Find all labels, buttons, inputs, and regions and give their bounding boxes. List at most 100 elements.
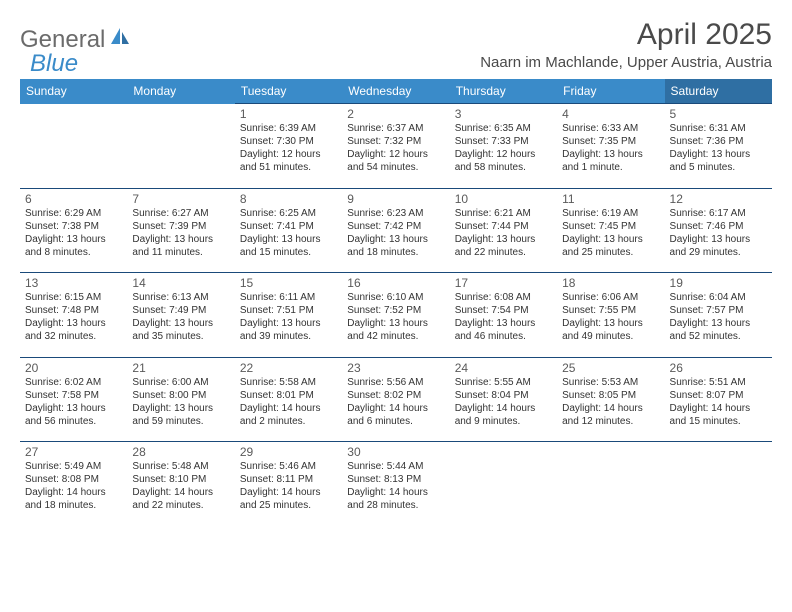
day-cell-12: 12Sunrise: 6:17 AMSunset: 7:46 PMDayligh… [665,188,772,265]
day-number: 28 [132,445,229,459]
sunrise-text: Sunrise: 5:53 AM [562,376,659,389]
sunrise-text: Sunrise: 6:21 AM [455,207,552,220]
sunset-text: Sunset: 7:33 PM [455,135,552,148]
daylight-text: Daylight: 13 hours and 11 minutes. [132,233,229,259]
sunset-text: Sunset: 7:38 PM [25,220,122,233]
page-header: General April 2025 Naarn im Machlande, U… [20,18,772,71]
sunset-text: Sunset: 7:35 PM [562,135,659,148]
daylight-text: Daylight: 13 hours and 35 minutes. [132,317,229,343]
sunset-text: Sunset: 7:51 PM [240,304,337,317]
day-number: 11 [562,192,659,206]
day-header-saturday: Saturday [665,79,772,104]
day-cell-6: 6Sunrise: 6:29 AMSunset: 7:38 PMDaylight… [20,188,127,265]
day-number: 29 [240,445,337,459]
sunrise-text: Sunrise: 6:31 AM [670,122,767,135]
day-cell-21: 21Sunrise: 6:00 AMSunset: 8:00 PMDayligh… [127,357,234,434]
calendar-week-row: 6Sunrise: 6:29 AMSunset: 7:38 PMDaylight… [20,188,772,265]
sunrise-text: Sunrise: 6:15 AM [25,291,122,304]
day-number: 19 [670,276,767,290]
day-number: 17 [455,276,552,290]
day-cell-25: 25Sunrise: 5:53 AMSunset: 8:05 PMDayligh… [557,357,664,434]
sunrise-text: Sunrise: 5:56 AM [347,376,444,389]
day-header-wednesday: Wednesday [342,79,449,104]
sunrise-text: Sunrise: 6:04 AM [670,291,767,304]
sunset-text: Sunset: 7:54 PM [455,304,552,317]
sunrise-text: Sunrise: 6:02 AM [25,376,122,389]
daylight-text: Daylight: 13 hours and 22 minutes. [455,233,552,259]
day-cell-empty [450,442,557,519]
daylight-text: Daylight: 14 hours and 22 minutes. [132,486,229,512]
sunrise-text: Sunrise: 6:33 AM [562,122,659,135]
day-number: 18 [562,276,659,290]
daylight-text: Daylight: 12 hours and 58 minutes. [455,148,552,174]
day-cell-10: 10Sunrise: 6:21 AMSunset: 7:44 PMDayligh… [450,188,557,265]
title-area: April 2025 Naarn im Machlande, Upper Aus… [480,18,772,71]
row-spacer [20,349,772,357]
sunrise-text: Sunrise: 6:27 AM [132,207,229,220]
sunset-text: Sunset: 8:13 PM [347,473,444,486]
calendar-week-row: 13Sunrise: 6:15 AMSunset: 7:48 PMDayligh… [20,273,772,350]
daylight-text: Daylight: 13 hours and 39 minutes. [240,317,337,343]
daylight-text: Daylight: 13 hours and 8 minutes. [25,233,122,259]
day-header-monday: Monday [127,79,234,104]
day-cell-22: 22Sunrise: 5:58 AMSunset: 8:01 PMDayligh… [235,357,342,434]
sunrise-text: Sunrise: 6:11 AM [240,291,337,304]
day-number: 24 [455,361,552,375]
day-number: 1 [240,107,337,121]
sunset-text: Sunset: 7:32 PM [347,135,444,148]
sunset-text: Sunset: 7:45 PM [562,220,659,233]
sunset-text: Sunset: 8:05 PM [562,389,659,402]
sunset-text: Sunset: 7:49 PM [132,304,229,317]
sunrise-text: Sunrise: 6:37 AM [347,122,444,135]
daylight-text: Daylight: 13 hours and 49 minutes. [562,317,659,343]
day-header-tuesday: Tuesday [235,79,342,104]
day-header-thursday: Thursday [450,79,557,104]
day-number: 25 [562,361,659,375]
sunset-text: Sunset: 7:52 PM [347,304,444,317]
day-number: 2 [347,107,444,121]
sunrise-text: Sunrise: 6:35 AM [455,122,552,135]
logo-subtext: Blue [30,50,78,78]
day-cell-empty [20,104,127,181]
day-cell-23: 23Sunrise: 5:56 AMSunset: 8:02 PMDayligh… [342,357,449,434]
day-cell-28: 28Sunrise: 5:48 AMSunset: 8:10 PMDayligh… [127,442,234,519]
day-cell-24: 24Sunrise: 5:55 AMSunset: 8:04 PMDayligh… [450,357,557,434]
sunrise-text: Sunrise: 6:08 AM [455,291,552,304]
sunset-text: Sunset: 7:42 PM [347,220,444,233]
day-number: 30 [347,445,444,459]
sunrise-text: Sunrise: 6:29 AM [25,207,122,220]
row-spacer [20,434,772,442]
sunset-text: Sunset: 7:41 PM [240,220,337,233]
daylight-text: Daylight: 13 hours and 1 minute. [562,148,659,174]
daylight-text: Daylight: 13 hours and 42 minutes. [347,317,444,343]
sunset-text: Sunset: 8:00 PM [132,389,229,402]
sunset-text: Sunset: 8:04 PM [455,389,552,402]
daylight-text: Daylight: 12 hours and 51 minutes. [240,148,337,174]
sunrise-text: Sunrise: 6:00 AM [132,376,229,389]
sunset-text: Sunset: 7:46 PM [670,220,767,233]
day-cell-17: 17Sunrise: 6:08 AMSunset: 7:54 PMDayligh… [450,273,557,350]
daylight-text: Daylight: 13 hours and 59 minutes. [132,402,229,428]
day-number: 3 [455,107,552,121]
day-number: 26 [670,361,767,375]
sunrise-text: Sunrise: 6:17 AM [670,207,767,220]
daylight-text: Daylight: 13 hours and 29 minutes. [670,233,767,259]
day-number: 6 [25,192,122,206]
daylight-text: Daylight: 14 hours and 18 minutes. [25,486,122,512]
daylight-text: Daylight: 14 hours and 12 minutes. [562,402,659,428]
day-cell-13: 13Sunrise: 6:15 AMSunset: 7:48 PMDayligh… [20,273,127,350]
day-number: 4 [562,107,659,121]
sunset-text: Sunset: 8:08 PM [25,473,122,486]
sunrise-text: Sunrise: 6:10 AM [347,291,444,304]
sunset-text: Sunset: 8:02 PM [347,389,444,402]
daylight-text: Daylight: 13 hours and 52 minutes. [670,317,767,343]
day-cell-4: 4Sunrise: 6:33 AMSunset: 7:35 PMDaylight… [557,104,664,181]
daylight-text: Daylight: 13 hours and 5 minutes. [670,148,767,174]
sunset-text: Sunset: 8:01 PM [240,389,337,402]
day-cell-1: 1Sunrise: 6:39 AMSunset: 7:30 PMDaylight… [235,104,342,181]
sunrise-text: Sunrise: 5:44 AM [347,460,444,473]
day-number: 15 [240,276,337,290]
sunrise-text: Sunrise: 6:13 AM [132,291,229,304]
location: Naarn im Machlande, Upper Austria, Austr… [480,54,772,71]
day-number: 22 [240,361,337,375]
